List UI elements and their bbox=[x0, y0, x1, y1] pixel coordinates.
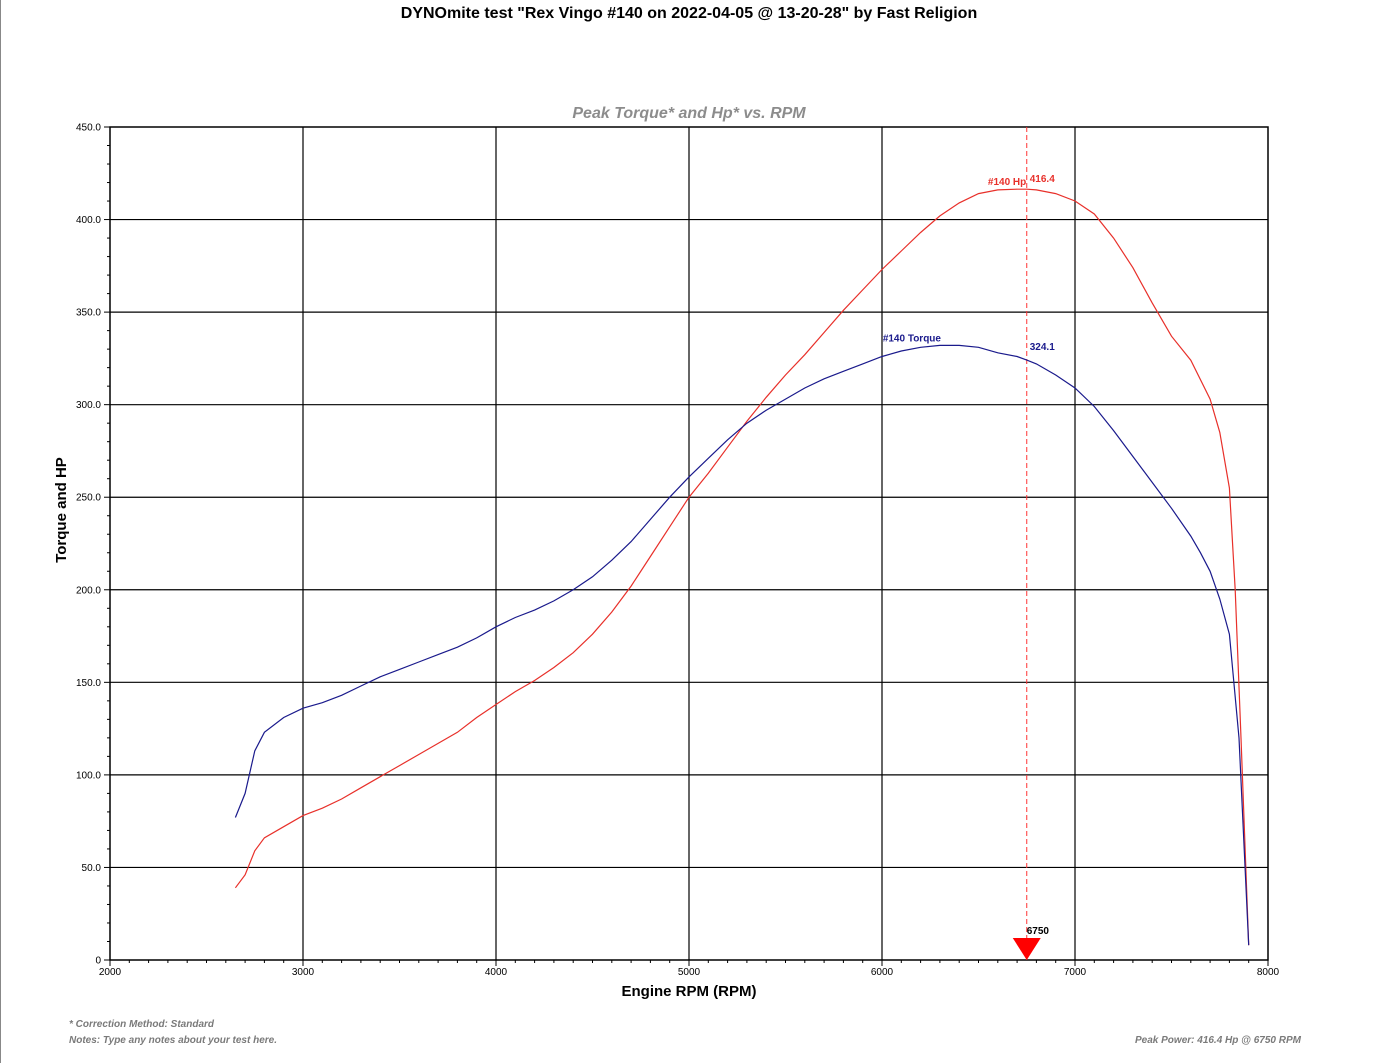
y-tick-label: 0 bbox=[95, 956, 101, 967]
y-tick-label: 150.0 bbox=[76, 678, 101, 689]
torque-peak-value: 324.1 bbox=[1030, 342, 1055, 353]
hp-peak-value: 416.4 bbox=[1030, 174, 1055, 185]
series-label-hp: #140 Hp bbox=[988, 177, 1026, 188]
x-tick-label: 4000 bbox=[485, 967, 508, 978]
series-line-hp bbox=[234, 188, 1250, 946]
y-tick-label: 50.0 bbox=[82, 863, 102, 874]
y-axis-ticks: 0 50.0 100.0 150.0 200.0 250.0 300.0 350.0 400.0… bbox=[76, 123, 110, 967]
peak-power-note: Peak Power: 416.4 Hp @ 6750 RPM bbox=[1135, 1035, 1301, 1046]
y-tick-label: 200.0 bbox=[76, 585, 101, 596]
x-tick-label: 5000 bbox=[678, 967, 701, 978]
correction-method-note: * Correction Method: Standard bbox=[69, 1019, 215, 1030]
series-line-torque bbox=[234, 344, 1250, 946]
x-tick-label: 7000 bbox=[1064, 967, 1087, 978]
y-tick-label: 250.0 bbox=[76, 493, 101, 504]
y-tick-label: 450.0 bbox=[76, 123, 101, 134]
page-title: DYNOmite test "Rex Vingo #140 on 2022-04… bbox=[400, 5, 978, 22]
y-tick-label: 350.0 bbox=[76, 308, 101, 319]
y-tick-label: 400.0 bbox=[76, 215, 101, 226]
x-tick-label: 6000 bbox=[871, 967, 894, 978]
x-tick-label: 3000 bbox=[292, 967, 315, 978]
peak-rpm-marker bbox=[1012, 938, 1041, 960]
y-tick-label: 100.0 bbox=[76, 770, 101, 781]
x-tick-label: 8000 bbox=[1257, 967, 1280, 978]
series-label-torque: #140 Torque bbox=[883, 333, 942, 344]
x-tick-label: 2000 bbox=[99, 967, 122, 978]
peak-rpm-label: 6750 bbox=[1027, 926, 1050, 937]
x-axis-ticks: 2000 3000 4000 5000 6000 7000 8000 bbox=[99, 960, 1280, 978]
y-axis-label: Torque and HP bbox=[53, 457, 70, 563]
page-left-edge bbox=[0, 0, 1, 1063]
test-notes: Notes: Type any notes about your test he… bbox=[69, 1035, 278, 1046]
y-tick-label: 300.0 bbox=[76, 400, 101, 411]
x-axis-label: Engine RPM (RPM) bbox=[622, 983, 757, 1000]
chart-subtitle: Peak Torque* and Hp* vs. RPM bbox=[572, 105, 806, 122]
grid-lines bbox=[110, 127, 1268, 960]
